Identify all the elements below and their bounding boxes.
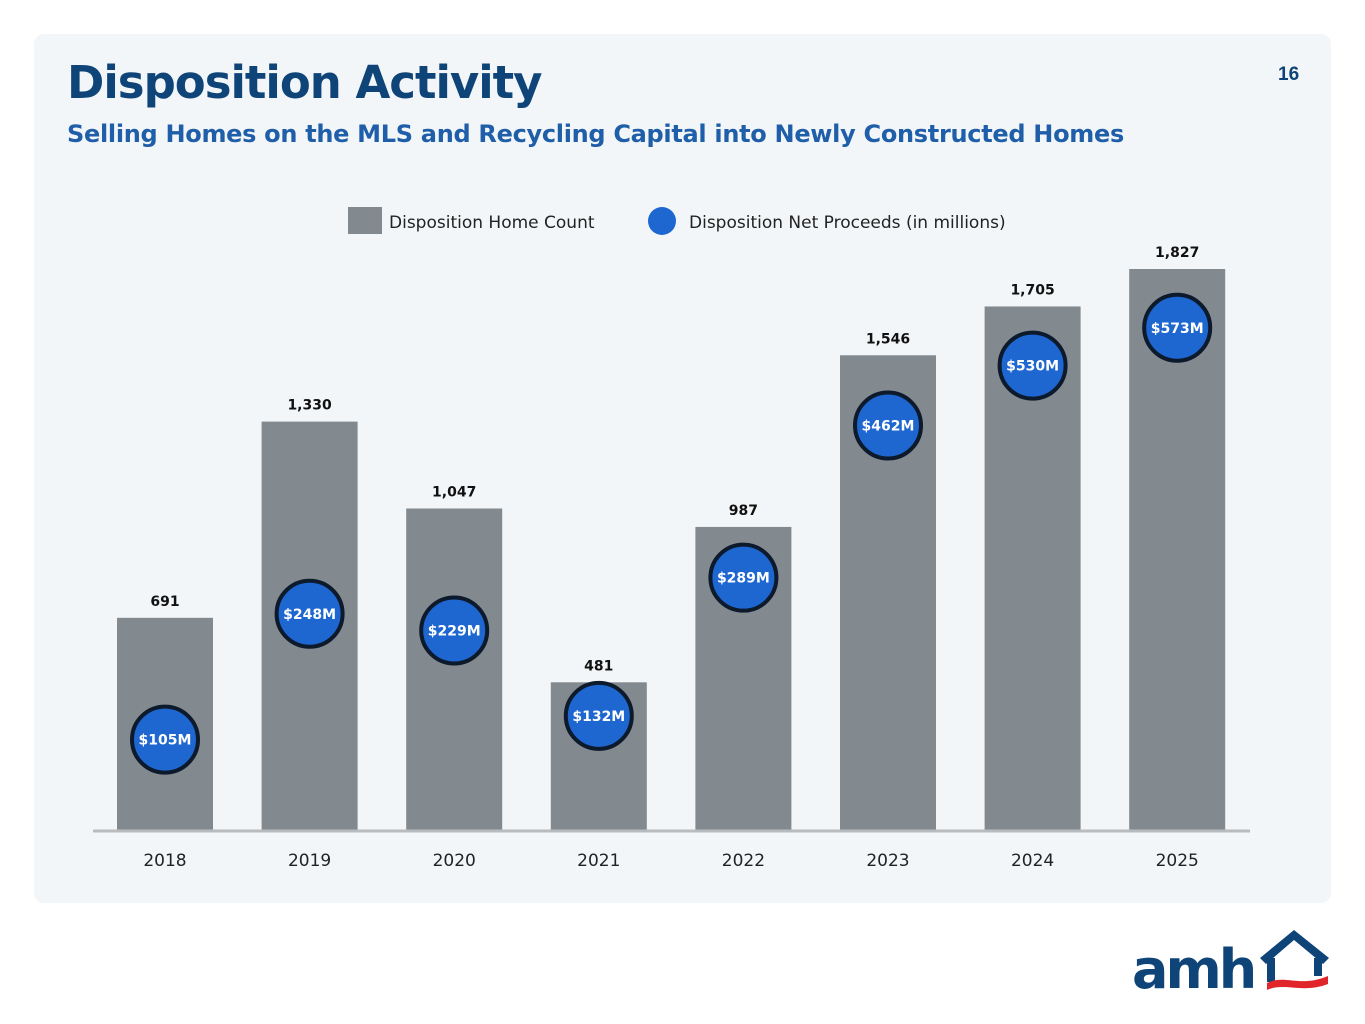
bar-value-label: 1,047 — [432, 485, 476, 501]
bar-value-label: 481 — [584, 658, 613, 674]
proceeds-label: $248M — [283, 607, 336, 623]
chart-legend: Disposition Home Count Disposition Net P… — [348, 207, 1006, 235]
bar-value-label: 691 — [150, 594, 179, 610]
bar-value-label: 1,546 — [866, 331, 910, 347]
x-tick-label: 2019 — [288, 851, 331, 871]
legend-label-bubbles: Disposition Net Proceeds (in millions) — [689, 213, 1006, 233]
x-tick-label: 2018 — [143, 851, 186, 871]
proceeds-bubble-2020 — [419, 595, 490, 666]
proceeds-bubble-2021 — [563, 680, 634, 751]
proceeds-bubble-2018 — [130, 704, 200, 775]
house-roof-icon — [1260, 930, 1329, 990]
proceeds-bubble-2019 — [274, 578, 345, 649]
bar-value-label: 1,827 — [1155, 245, 1199, 261]
proceeds-label: $530M — [1006, 359, 1059, 375]
page-number: 16 — [1278, 64, 1300, 85]
x-tick-label: 2024 — [1011, 851, 1054, 871]
bar-value-label: 1,705 — [1010, 282, 1054, 298]
page-subtitle: Selling Homes on the MLS and Recycling C… — [67, 120, 1124, 148]
bar-2020 — [406, 508, 503, 830]
x-tick-label: 2020 — [433, 851, 476, 871]
x-tick-label: 2021 — [577, 851, 620, 871]
x-tick-label: 2022 — [722, 851, 765, 871]
proceeds-label: $132M — [572, 709, 625, 725]
amh-logo: amh — [1130, 928, 1335, 1001]
proceeds-bubble-2023 — [853, 390, 923, 461]
bar-value-label: 1,330 — [287, 398, 332, 414]
proceeds-label: $289M — [717, 571, 770, 587]
x-tick-label: 2025 — [1156, 851, 1199, 871]
proceeds-bubble-2022 — [708, 542, 779, 613]
legend-label-bars: Disposition Home Count — [389, 213, 595, 233]
proceeds-label: $229M — [428, 623, 481, 639]
proceeds-bubble-2024 — [997, 330, 1068, 401]
proceeds-label: $573M — [1151, 321, 1204, 337]
bar-value-label: 987 — [729, 503, 758, 519]
proceeds-label: $105M — [139, 733, 192, 749]
proceeds-bubble-2025 — [1142, 292, 1213, 363]
slide-card — [34, 34, 1331, 903]
x-tick-label: 2023 — [866, 851, 909, 871]
page-title: Disposition Activity — [67, 56, 542, 109]
proceeds-label: $462M — [862, 418, 915, 434]
legend-swatch-bars — [348, 207, 382, 234]
legend-swatch-bubbles — [648, 207, 676, 235]
logo-text: amh — [1132, 938, 1254, 996]
